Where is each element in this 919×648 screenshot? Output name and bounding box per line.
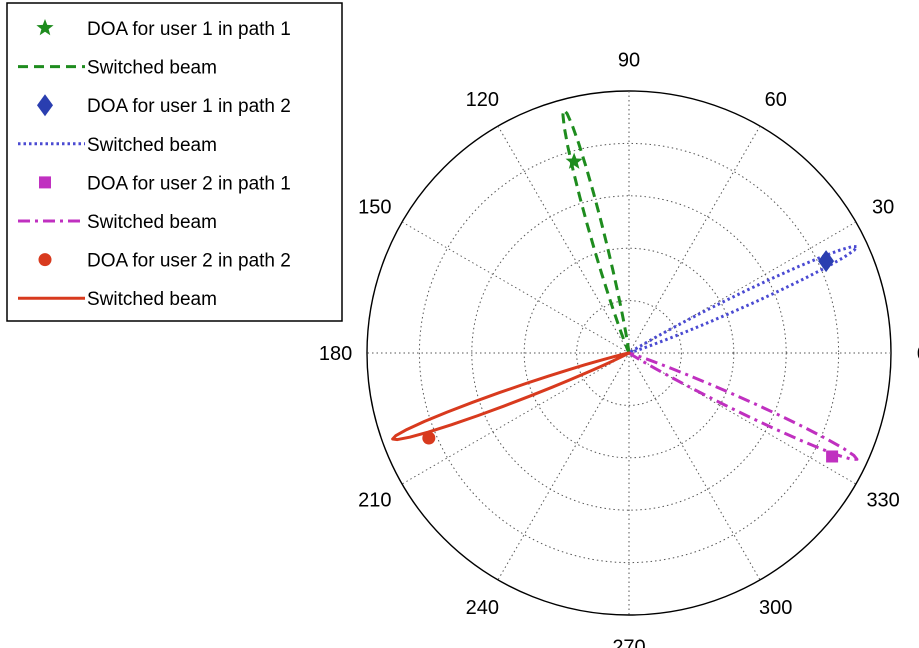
angle-tick-label: 60 (765, 89, 787, 111)
switched-beam-curve (391, 351, 631, 442)
legend-label: DOA for user 2 in path 1 (87, 173, 291, 194)
legend-label: DOA for user 1 in path 2 (87, 96, 291, 117)
angle-tick-label: 240 (466, 597, 499, 619)
angle-tick-label: 180 (319, 343, 352, 365)
legend-label: Switched beam (87, 289, 217, 310)
doa-marker-star (565, 152, 583, 169)
angle-tick-label: 330 (866, 490, 899, 512)
grid-ring (523, 247, 735, 459)
legend-circle-icon (38, 253, 52, 267)
angle-tick-label: 30 (872, 196, 894, 218)
legend-star-icon (36, 19, 54, 36)
switched-beam-curve (627, 351, 859, 461)
angle-tick-labels: 0 30 60 90 120 150 180 210 240 270 300 330 (319, 50, 919, 648)
angle-tick-label: 120 (466, 89, 499, 111)
legend-label: Switched beam (87, 135, 217, 156)
doa-points (422, 152, 839, 463)
grid-ring (418, 142, 840, 564)
angle-tick-label: 90 (618, 50, 640, 72)
angle-tick-label: 270 (612, 636, 645, 648)
legend-label: DOA for user 1 in path 1 (87, 19, 291, 40)
angle-tick-label: 210 (358, 490, 391, 512)
legend-box (6, 2, 343, 322)
legend-label: Switched beam (87, 212, 217, 233)
legend: DOA for user 1 in path 1 Switched beam DOA… (6, 2, 343, 322)
switched-beam-curve (561, 108, 631, 355)
doa-marker-circle (422, 431, 436, 445)
legend-label: DOA for user 2 in path 2 (87, 251, 291, 272)
doa-marker-diamond (818, 250, 835, 273)
doa-marker-square (826, 450, 839, 463)
grid-ring (576, 300, 682, 406)
beam-patterns (391, 108, 859, 461)
legend-label: Switched beam (87, 58, 217, 79)
legend-square-icon (39, 176, 51, 189)
angle-tick-label: 0 (917, 343, 919, 365)
angle-tick-label: 300 (759, 597, 792, 619)
legend-diamond-icon (37, 94, 53, 117)
angle-tick-label: 150 (358, 196, 391, 218)
